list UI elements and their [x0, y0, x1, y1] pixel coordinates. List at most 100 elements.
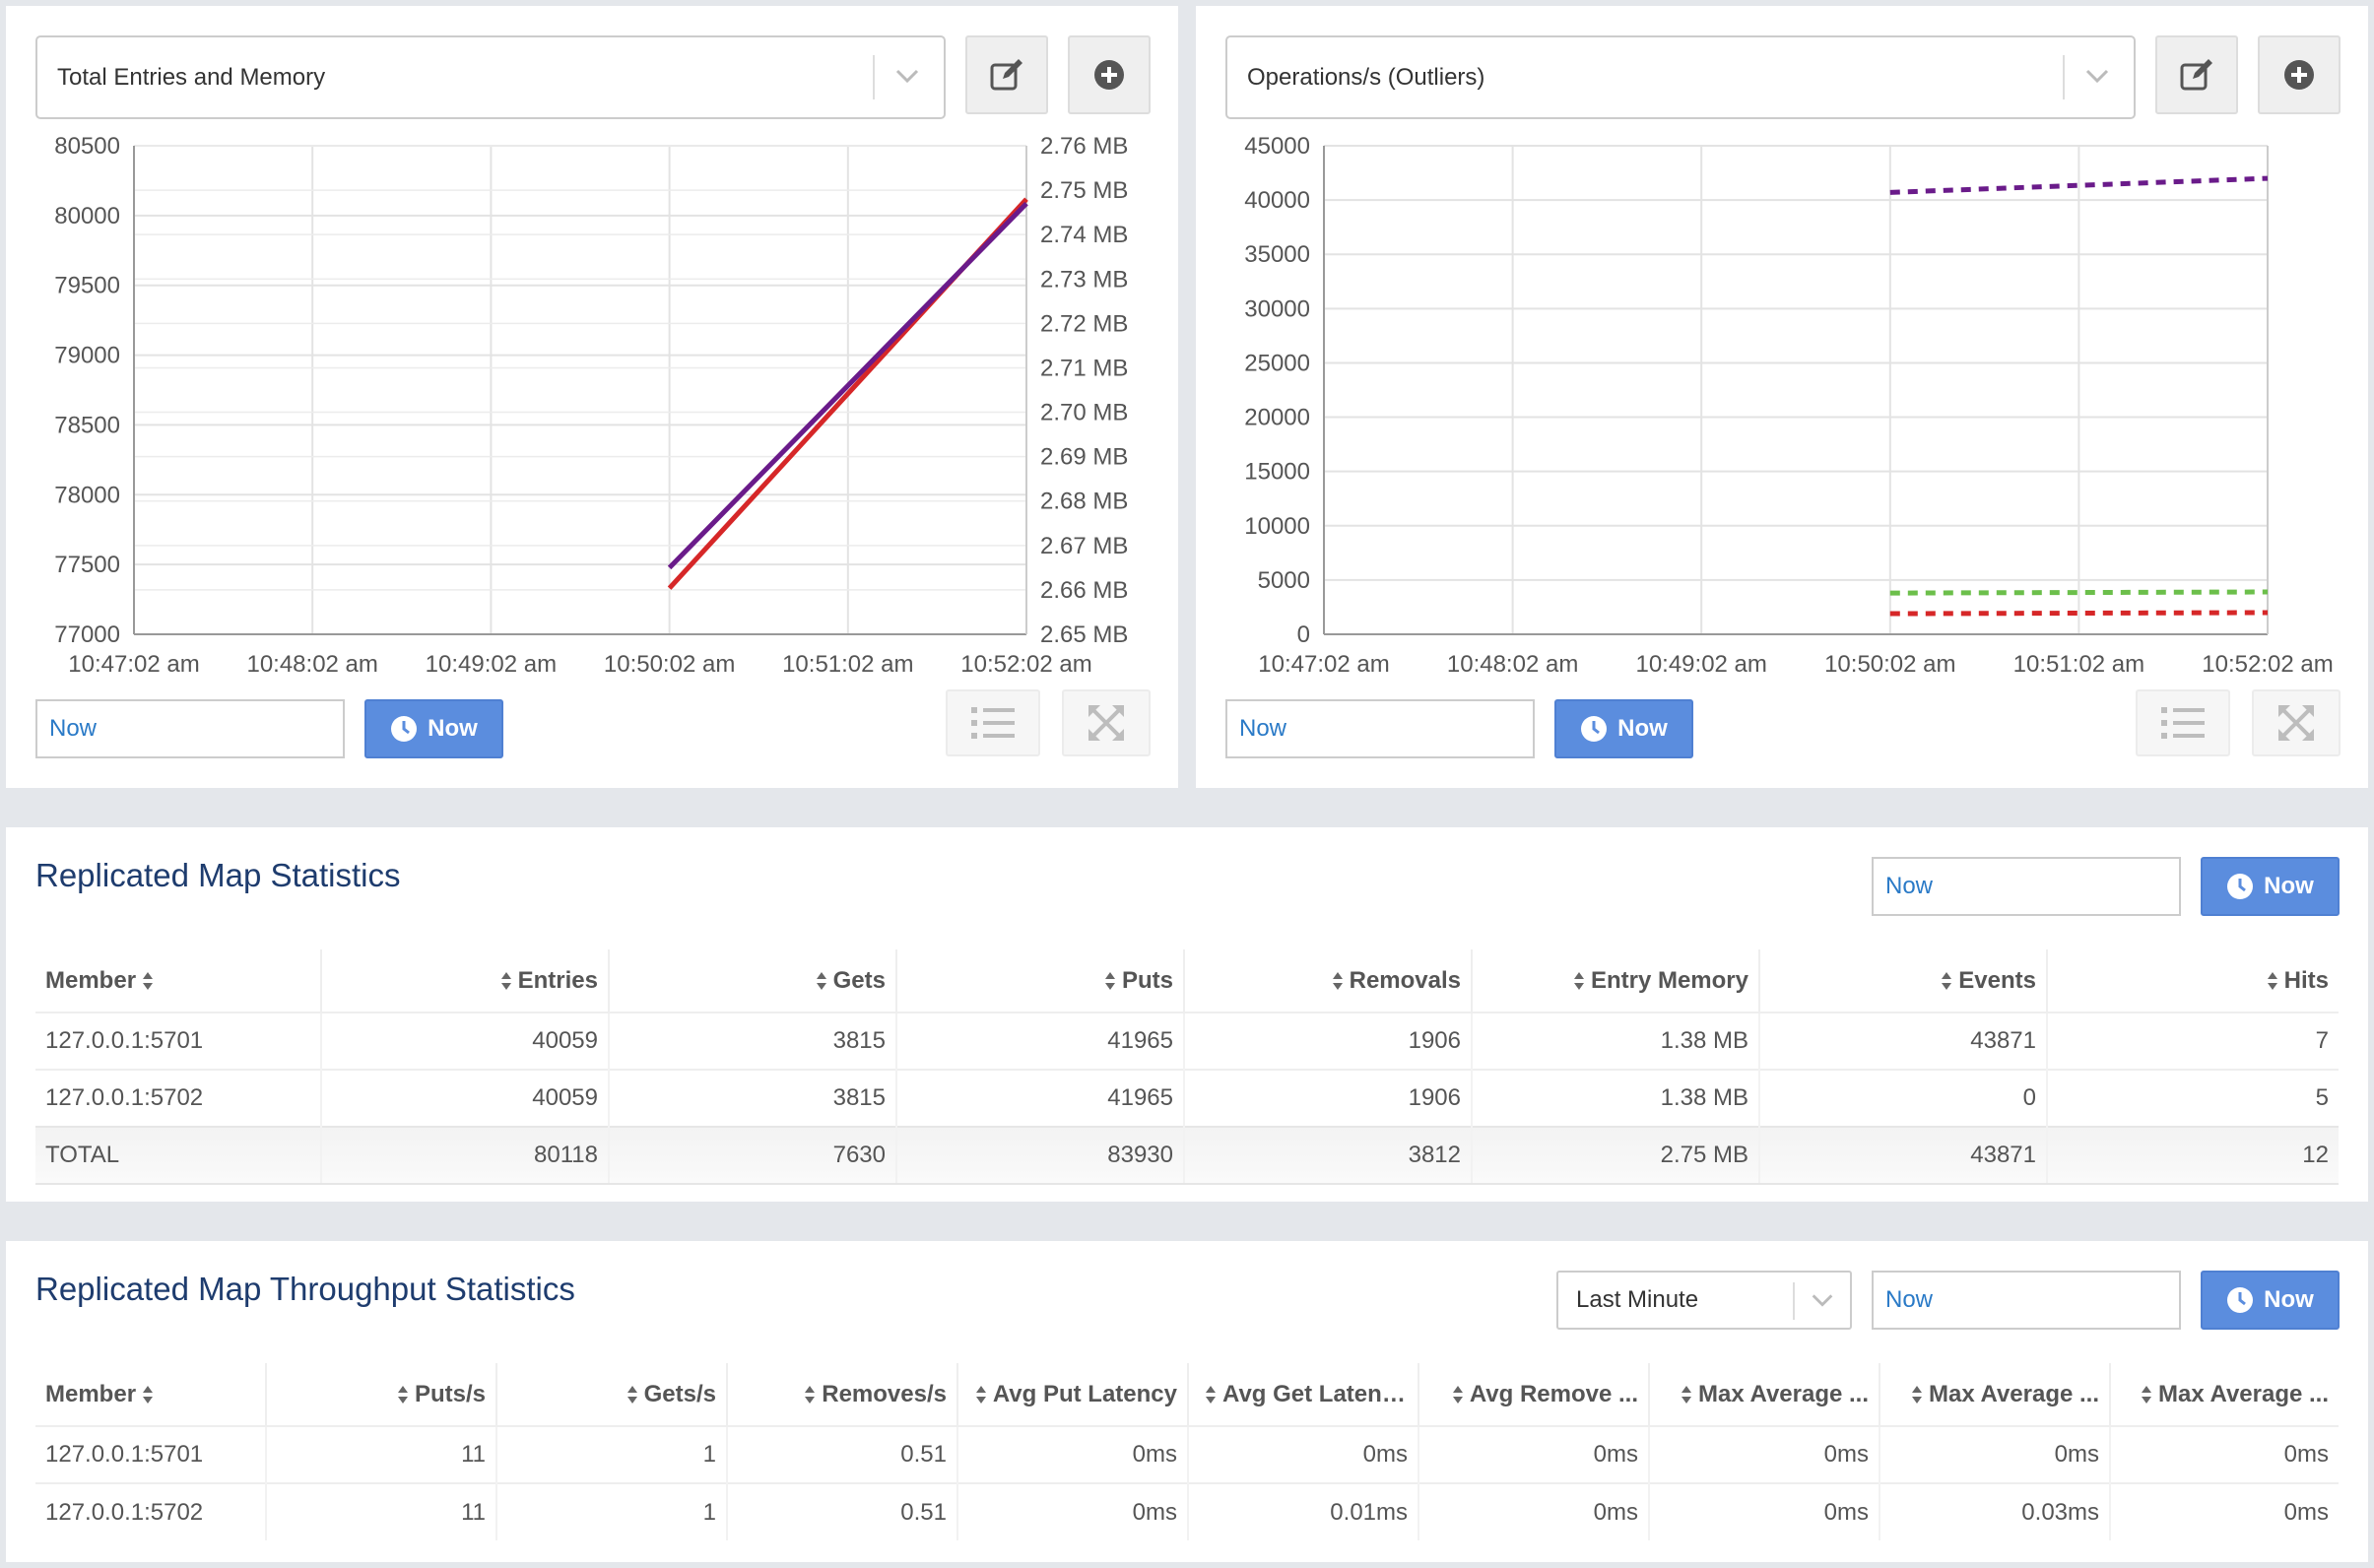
table-cell: 41965 — [896, 1069, 1185, 1127]
now-button-label: Now — [2264, 873, 2314, 899]
column-header-max-average-7[interactable]: Max Average ... — [1649, 1363, 1880, 1426]
now-button-label: Now — [2264, 1286, 2314, 1313]
sort-icon — [1942, 972, 1952, 991]
sort-icon — [397, 1386, 408, 1405]
table-cell: 0ms — [2110, 1425, 2339, 1483]
column-header-hits-7[interactable]: Hits — [2047, 949, 2339, 1013]
stats-time-input[interactable]: Now — [1872, 857, 2181, 916]
column-header-max-average-8[interactable]: Max Average ... — [1879, 1363, 2111, 1426]
operations-outliers-chart: 10:47:02 am 10:48:02 am 10:49:02 am 10:50:0… — [1244, 133, 2333, 678]
edit-chart-button[interactable] — [965, 35, 1048, 114]
column-header-removes-s-3[interactable]: Removes/s — [727, 1363, 958, 1426]
table-cell: 3815 — [609, 1069, 897, 1127]
y-tick-label: 45000 — [1244, 133, 1310, 160]
x-tick-label: 10:48:02 am — [246, 651, 377, 678]
column-header-max-average-9[interactable]: Max Average ... — [2110, 1363, 2339, 1426]
column-header-puts-3[interactable]: Puts — [896, 949, 1185, 1013]
chart-type-selector[interactable]: Operations/s (Outliers) — [1225, 35, 2136, 119]
add-chart-button[interactable] — [2258, 35, 2341, 114]
table-cell: 0 — [1759, 1069, 2048, 1127]
dropdown-divider — [1793, 1282, 1795, 1320]
series-line-1 — [667, 201, 1028, 570]
stats-now-button[interactable]: Now — [2201, 857, 2340, 916]
column-header-avg-get-latency-5[interactable]: Avg Get Latency — [1188, 1363, 1419, 1426]
column-header-removals-4[interactable]: Removals — [1184, 949, 1473, 1013]
time-range-dropdown[interactable]: Last Minute — [1556, 1271, 1852, 1330]
y-tick-label: 5000 — [1258, 567, 1310, 594]
column-header-gets-2[interactable]: Gets — [609, 949, 897, 1013]
chart-time-input[interactable]: Now — [35, 699, 345, 758]
edit-icon — [2180, 59, 2212, 91]
clock-icon — [391, 716, 418, 742]
sort-icon — [143, 972, 154, 991]
list-icon — [2161, 707, 2205, 739]
edit-chart-button[interactable] — [2155, 35, 2238, 114]
sort-icon — [1104, 972, 1115, 991]
x-tick-label: 10:52:02 am — [2202, 651, 2333, 678]
column-header-avg-put-latency-4[interactable]: Avg Put Latency — [957, 1363, 1189, 1426]
column-label: Events — [1958, 966, 2036, 994]
sort-icon — [143, 1386, 154, 1405]
y-tick-label: 25000 — [1244, 350, 1310, 376]
x-tick-label: 10:50:02 am — [604, 651, 735, 678]
table-row: 127.0.0.1:5702 40059 3815 41965 1906 1.38 MB 0… — [35, 1069, 2339, 1127]
now-button-label: Now — [1617, 715, 1668, 742]
chart-list-button[interactable] — [2136, 689, 2230, 756]
y-tick-label: 15000 — [1244, 459, 1310, 486]
sort-icon — [1452, 1386, 1463, 1405]
column-label: Avg Get Latency — [1222, 1380, 1409, 1407]
table-cell: 0ms — [957, 1482, 1189, 1540]
y-tick-label: 10000 — [1244, 513, 1310, 540]
y-tick-label-right: 2.69 MB — [1040, 444, 1128, 471]
table-cell: 1 — [496, 1425, 728, 1483]
chevron-down-icon — [2085, 69, 2109, 84]
table-cell: 1 — [496, 1482, 728, 1540]
column-header-entries-1[interactable]: Entries — [321, 949, 610, 1013]
column-label: Max Average ... — [1698, 1380, 1869, 1407]
column-header-member-0[interactable]: Member — [35, 1363, 267, 1426]
column-header-avg-remove-6[interactable]: Avg Remove ... — [1418, 1363, 1650, 1426]
series-line-1 — [1889, 589, 2269, 596]
table-cell: 0ms — [1649, 1425, 1880, 1483]
y-tick-label-right: 2.65 MB — [1040, 621, 1128, 648]
table-cell: 127.0.0.1:5701 — [35, 1425, 267, 1483]
clock-icon — [2227, 874, 2254, 899]
column-header-member-0[interactable]: Member — [35, 949, 322, 1013]
chart-now-button[interactable]: Now — [1554, 699, 1693, 758]
chart-fullscreen-button[interactable] — [1062, 689, 1151, 756]
chart-now-button[interactable]: Now — [364, 699, 503, 758]
x-tick-label: 10:49:02 am — [426, 651, 557, 678]
chart-list-button[interactable] — [946, 689, 1040, 756]
table-cell: 2.75 MB — [1472, 1126, 1760, 1185]
panel-title: Replicated Map Statistics — [35, 857, 401, 893]
plus-circle-icon — [1094, 60, 1124, 90]
table-cell: 43871 — [1759, 1012, 2048, 1070]
table-cell: TOTAL — [35, 1126, 322, 1185]
chart-fullscreen-button[interactable] — [2252, 689, 2341, 756]
chart-type-selector[interactable]: Total Entries and Memory — [35, 35, 946, 119]
column-label: Member — [45, 966, 137, 994]
chevron-down-icon — [1812, 1294, 1833, 1307]
throughput-time-input[interactable]: Now — [1872, 1271, 2181, 1330]
x-tick-label: 10:52:02 am — [960, 651, 1091, 678]
column-header-entry-memory-5[interactable]: Entry Memory — [1472, 949, 1760, 1013]
time-range-label: Last Minute — [1576, 1286, 1699, 1313]
column-header-gets-s-2[interactable]: Gets/s — [496, 1363, 728, 1426]
chart-type-label: Total Entries and Memory — [57, 64, 326, 91]
table-cell: 40059 — [321, 1012, 610, 1070]
column-header-events-6[interactable]: Events — [1759, 949, 2048, 1013]
table-cell: 0ms — [2110, 1482, 2339, 1540]
column-label: Entry Memory — [1590, 966, 1748, 994]
list-icon — [971, 707, 1015, 739]
add-chart-button[interactable] — [1068, 35, 1151, 114]
column-header-puts-s-1[interactable]: Puts/s — [266, 1363, 497, 1426]
y-tick-label: 79000 — [54, 343, 120, 369]
y-tick-label: 77500 — [54, 552, 120, 578]
sort-icon — [816, 972, 826, 991]
chart-panel-operations: Operations/s (Outliers) 10:47:02 am 10:48… — [1196, 6, 2368, 788]
chart-time-input[interactable]: Now — [1225, 699, 1535, 758]
y-tick-label: 20000 — [1244, 405, 1310, 431]
replicated-map-throughput-panel: Replicated Map Throughput Statistics Las… — [6, 1241, 2368, 1562]
throughput-now-button[interactable]: Now — [2201, 1271, 2340, 1330]
table-cell: 1906 — [1184, 1069, 1473, 1127]
